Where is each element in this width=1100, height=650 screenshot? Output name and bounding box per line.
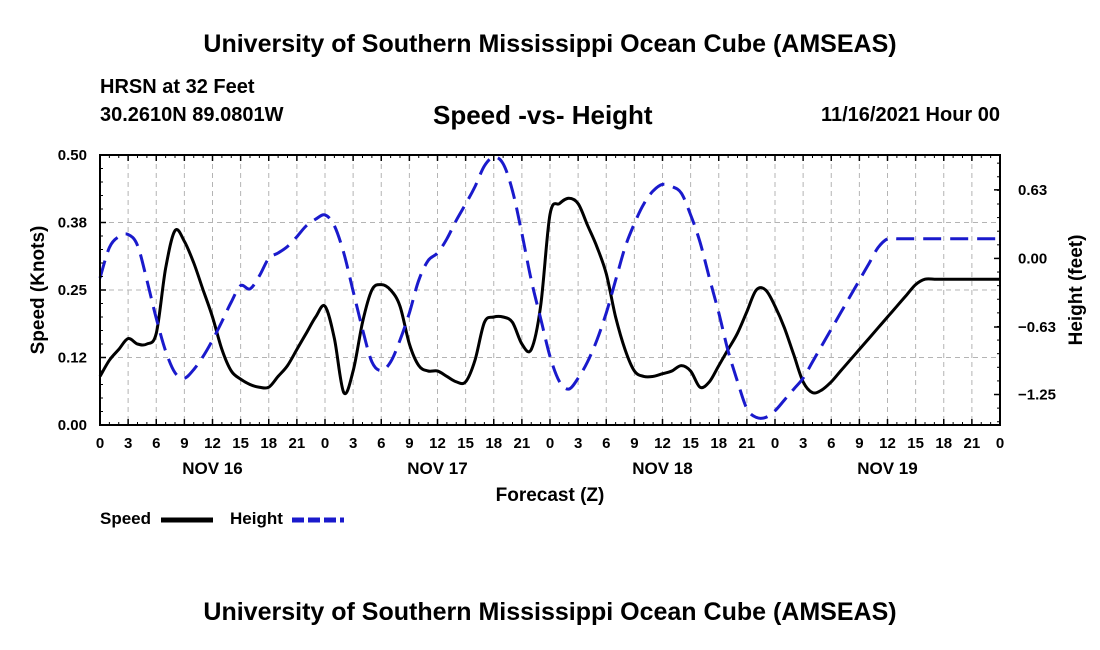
x-tick-label: 6 bbox=[602, 435, 610, 452]
x-tick-label: 18 bbox=[485, 435, 502, 452]
y2-axis-title: Height (feet) bbox=[1066, 235, 1087, 346]
axes: 0 3 6 9 12 15 18 21 0 3 6 9 12 15 18 21 0 3 6 9 12 15 18 21 0 3 6 9… bbox=[58, 147, 1056, 478]
x-axis-title: Forecast (Z) bbox=[496, 485, 605, 506]
x-tick-label: 21 bbox=[514, 435, 531, 452]
y-tick-label: 0.00 bbox=[58, 417, 87, 434]
station-label: HRSN at 32 Feet bbox=[100, 76, 255, 98]
x-tick-label: 0 bbox=[321, 435, 329, 452]
x-tick-label: 18 bbox=[710, 435, 727, 452]
height-series-line bbox=[98, 155, 1000, 420]
y-tick-label: 0.12 bbox=[58, 350, 87, 367]
y-tick-label: 0.50 bbox=[58, 147, 87, 164]
x-tick-label: 9 bbox=[630, 435, 638, 452]
y2-tick-label: −0.63 bbox=[1018, 319, 1056, 336]
x-tick-label: 18 bbox=[935, 435, 952, 452]
legend-speed-label: Speed bbox=[100, 509, 152, 528]
speed-series-line bbox=[98, 196, 1000, 396]
x-tick-label: 6 bbox=[377, 435, 385, 452]
x-tick-label: 15 bbox=[682, 435, 699, 452]
day-label: NOV 17 bbox=[407, 459, 467, 478]
x-tick-label: 12 bbox=[654, 435, 671, 452]
x-tick-label: 0 bbox=[546, 435, 554, 452]
x-tick-label: 15 bbox=[232, 435, 249, 452]
x-tick-label: 18 bbox=[260, 435, 277, 452]
x-tick-label: 12 bbox=[429, 435, 446, 452]
legend-height-label: Height bbox=[230, 509, 283, 528]
day-label: NOV 18 bbox=[632, 459, 692, 478]
forecast-datetime: 11/16/2021 Hour 00 bbox=[820, 104, 1000, 126]
footer-title: University of Southern Mississippi Ocean… bbox=[203, 598, 897, 626]
x-tick-label: 12 bbox=[204, 435, 221, 452]
x-tick-label: 3 bbox=[349, 435, 357, 452]
y-axis-title: Speed (Knots) bbox=[28, 226, 49, 355]
series-layer bbox=[98, 155, 1000, 420]
x-tick-label: 15 bbox=[457, 435, 474, 452]
grid bbox=[100, 155, 1000, 425]
x-tick-label: 3 bbox=[799, 435, 807, 452]
x-tick-label: 0 bbox=[96, 435, 104, 452]
y-tick-label: 0.38 bbox=[58, 215, 87, 232]
x-tick-label: 3 bbox=[124, 435, 132, 452]
x-tick-label: 21 bbox=[739, 435, 756, 452]
x-tick-label: 6 bbox=[152, 435, 160, 452]
day-label: NOV 16 bbox=[182, 459, 242, 478]
x-tick-label: 21 bbox=[964, 435, 981, 452]
y-tick-label: 0.25 bbox=[58, 282, 87, 299]
x-tick-label: 21 bbox=[289, 435, 306, 452]
y2-tick-label: 0.00 bbox=[1018, 250, 1047, 267]
x-tick-label: 6 bbox=[827, 435, 835, 452]
x-tick-label: 9 bbox=[405, 435, 413, 452]
station-coordinates: 30.2610N 89.0801W bbox=[100, 104, 284, 126]
day-label: NOV 19 bbox=[857, 459, 917, 478]
x-tick-label: 12 bbox=[879, 435, 896, 452]
x-tick-label: 3 bbox=[574, 435, 582, 452]
x-tick-label: 9 bbox=[180, 435, 188, 452]
chart-subtitle: Speed -vs- Height bbox=[433, 100, 653, 130]
main-title: University of Southern Mississippi Ocean… bbox=[203, 30, 897, 58]
x-tick-label: 9 bbox=[855, 435, 863, 452]
x-tick-label: 15 bbox=[907, 435, 924, 452]
y2-tick-label: 0.63 bbox=[1018, 182, 1047, 199]
y2-tick-label: −1.25 bbox=[1018, 387, 1056, 404]
x-tick-label: 0 bbox=[996, 435, 1004, 452]
x-tick-label: 0 bbox=[771, 435, 779, 452]
